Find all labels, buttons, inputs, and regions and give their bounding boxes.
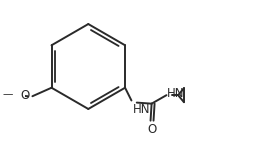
Text: HN: HN [167, 87, 185, 100]
Text: HN: HN [133, 103, 150, 116]
Text: O: O [147, 123, 157, 136]
Text: O: O [21, 89, 30, 102]
Text: —: — [3, 90, 13, 100]
